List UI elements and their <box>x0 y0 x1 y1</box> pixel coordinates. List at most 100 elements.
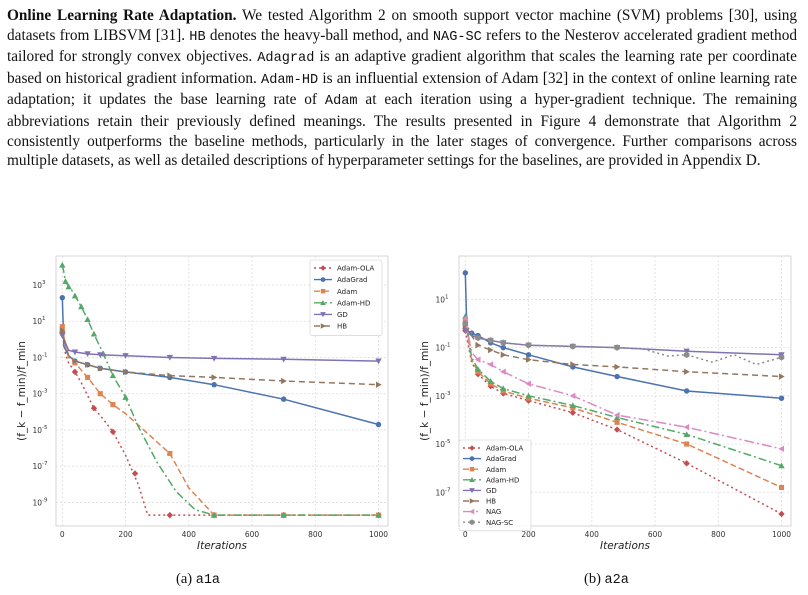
data-marker <box>475 341 482 349</box>
data-marker <box>109 428 117 435</box>
caption-prefix: (a) <box>176 571 196 587</box>
legend-label: GD <box>337 311 348 319</box>
data-marker <box>90 330 98 337</box>
data-marker <box>683 348 690 355</box>
x-axis-label: Iterations <box>197 540 248 552</box>
x-tick-label: 200 <box>118 530 133 539</box>
data-marker <box>211 374 218 381</box>
legend-box <box>309 259 383 336</box>
data-marker <box>778 373 785 380</box>
legend-label: Adam-HD <box>337 299 370 307</box>
data-marker <box>570 343 576 350</box>
data-marker <box>469 498 475 504</box>
caption-name: a1a <box>195 573 221 588</box>
paragraph-text: is an adaptive gradient algorithm that s… <box>7 48 797 87</box>
y-tick-label: 10 <box>32 317 42 326</box>
y-tick-label: 10 <box>32 498 42 507</box>
data-marker <box>78 303 85 310</box>
legend: Adam-OLA AdaGrad Adam Adam-HD GD HB <box>309 259 383 336</box>
data-marker <box>110 402 116 408</box>
data-marker <box>778 445 785 453</box>
y-axis-label: (f_k − f_min)/f_min <box>419 341 431 441</box>
y-tick-label: 10 <box>32 426 42 435</box>
data-marker <box>109 372 117 379</box>
x-tick-label: 800 <box>711 530 726 539</box>
data-marker <box>280 356 287 363</box>
data-marker <box>683 423 690 431</box>
data-marker <box>526 356 532 363</box>
series-line <box>464 316 782 467</box>
data-marker <box>375 421 382 428</box>
paragraph-heading: Online Learning Rate Adaptation. <box>7 7 237 24</box>
data-marker <box>97 352 104 358</box>
data-marker <box>85 361 91 368</box>
data-marker <box>72 357 79 365</box>
legend-label: Adam-HD <box>486 476 519 484</box>
y-tick-label: 10 <box>435 392 445 401</box>
data-marker <box>97 391 103 397</box>
data-marker <box>210 355 218 362</box>
data-marker <box>614 363 621 371</box>
data-marker <box>462 320 469 327</box>
data-marker <box>131 470 139 477</box>
data-marker <box>375 511 382 518</box>
data-marker <box>683 351 690 359</box>
data-marker <box>122 394 129 400</box>
code-term: Adam-HD <box>261 72 319 88</box>
data-marker <box>320 277 326 282</box>
caption-a: (a) a1a <box>176 571 220 588</box>
data-marker <box>123 368 129 376</box>
legend-label: AdaGrad <box>337 276 367 284</box>
data-marker <box>684 441 690 447</box>
series-line <box>61 330 379 386</box>
legend-label: Adam <box>486 466 506 474</box>
data-marker <box>475 334 481 342</box>
data-marker <box>59 261 66 268</box>
data-marker <box>320 323 326 329</box>
x-tick-label: 600 <box>245 530 260 539</box>
data-marker <box>684 368 690 375</box>
data-marker <box>59 327 66 334</box>
caption-prefix: (b) <box>584 571 605 587</box>
data-marker <box>683 388 690 394</box>
data-marker <box>71 368 79 376</box>
y-tick-label: 10 <box>32 281 42 290</box>
series-line <box>464 330 782 356</box>
y-tick-exponent: -3 <box>42 389 48 395</box>
series-line <box>464 330 782 515</box>
data-marker <box>500 339 507 346</box>
data-marker <box>570 361 577 368</box>
y-tick-label: 10 <box>435 295 445 304</box>
legend-label: HB <box>337 323 347 331</box>
data-marker <box>375 381 382 388</box>
y-tick-label: 10 <box>435 344 445 353</box>
data-marker <box>500 351 507 359</box>
legend-label: Adam-OLA <box>486 445 524 453</box>
data-marker <box>469 445 475 451</box>
y-tick-exponent: -9 <box>42 497 48 503</box>
legend-label: HB <box>486 498 496 506</box>
x-tick-label: 0 <box>60 530 65 539</box>
data-marker <box>59 294 66 301</box>
data-marker <box>613 426 621 433</box>
series-gd <box>59 333 382 365</box>
data-marker <box>614 344 620 351</box>
data-marker <box>569 402 577 409</box>
data-marker <box>71 292 79 299</box>
data-marker <box>614 373 620 380</box>
data-marker <box>525 392 532 399</box>
code-term: Adam <box>324 94 358 110</box>
data-marker <box>778 510 785 518</box>
data-marker <box>474 356 481 363</box>
series-line <box>464 318 782 450</box>
y-tick-exponent: -7 <box>445 487 451 493</box>
y-tick-exponent: -5 <box>42 425 48 431</box>
series-hb <box>59 327 382 388</box>
data-marker <box>500 344 506 351</box>
series-line <box>61 335 379 362</box>
data-marker <box>84 351 91 358</box>
data-marker <box>525 342 532 349</box>
data-marker <box>474 366 482 372</box>
